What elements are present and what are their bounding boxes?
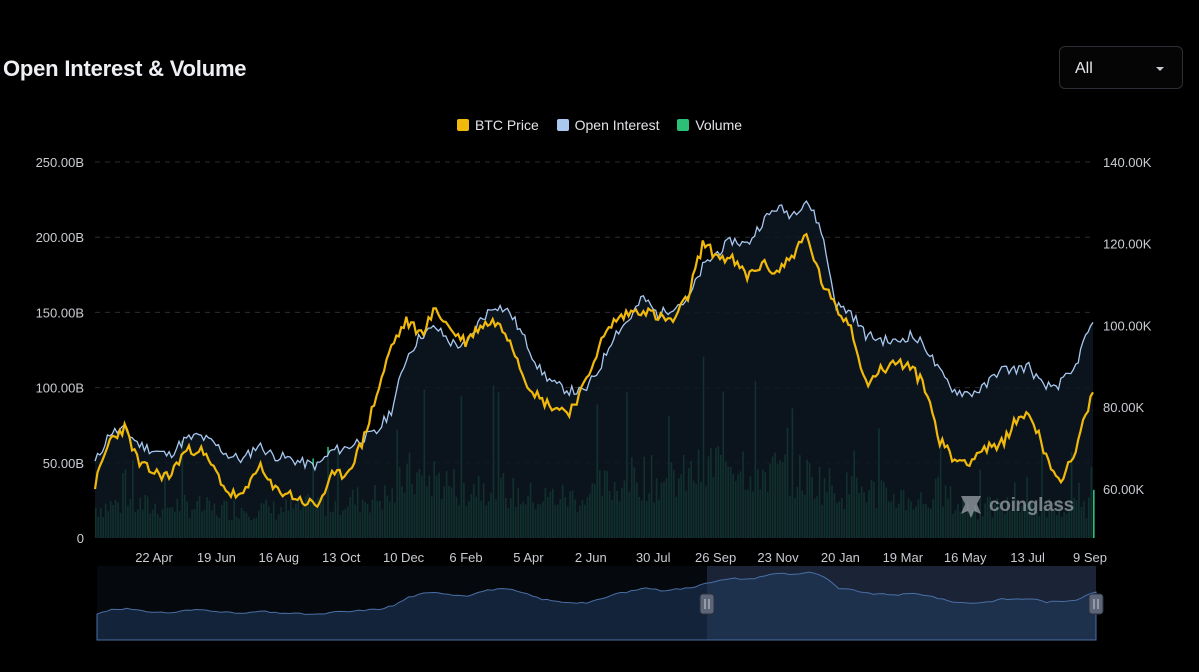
range-select-value: All bbox=[1075, 60, 1093, 77]
chevron-down-icon bbox=[1156, 67, 1164, 71]
x-tick: 16 Aug bbox=[259, 550, 300, 565]
volume-bar bbox=[1093, 489, 1095, 538]
x-tick: 10 Dec bbox=[383, 550, 425, 565]
legend-item-volume[interactable]: Volume bbox=[677, 117, 742, 133]
legend-label-volume: Volume bbox=[695, 117, 743, 133]
volume-swatch bbox=[677, 119, 690, 131]
legend-item-btc-price[interactable]: BTC Price bbox=[456, 117, 539, 133]
x-tick: 26 Sep bbox=[695, 550, 736, 565]
x-tick: 20 Jan bbox=[821, 550, 860, 565]
legend-label-btc-price: BTC Price bbox=[474, 117, 539, 133]
x-tick: 2 Jun bbox=[575, 550, 607, 565]
y-axis-right: 60.00K 80.00K 100.00K 120.00K 140.00K bbox=[1103, 155, 1152, 497]
y-tick-right: 60.00K bbox=[1103, 482, 1145, 497]
y-tick-left: 150.00B bbox=[36, 305, 84, 320]
x-tick: 13 Jul bbox=[1010, 550, 1045, 565]
watermark-text: coinglass bbox=[989, 495, 1074, 516]
range-navigator bbox=[96, 566, 1104, 641]
y-tick-left: 50.00B bbox=[43, 456, 84, 471]
btc-price-swatch bbox=[456, 119, 469, 131]
legend-item-open-interest[interactable]: Open Interest bbox=[556, 117, 660, 133]
x-tick: 13 Oct bbox=[322, 550, 361, 565]
x-tick: 30 Jul bbox=[636, 550, 671, 565]
y-tick-right: 100.00K bbox=[1103, 318, 1152, 333]
y-tick-right: 140.00K bbox=[1103, 155, 1152, 170]
navigator-handle-left[interactable] bbox=[699, 593, 715, 615]
x-tick: 6 Feb bbox=[449, 550, 482, 565]
chart-legend: BTC Price Open Interest Volume bbox=[0, 117, 1199, 134]
range-select[interactable]: All bbox=[1059, 46, 1183, 89]
x-axis: 22 Apr 19 Jun 16 Aug 13 Oct 10 Dec 6 Feb 5 Apr… bbox=[135, 550, 1107, 565]
y-tick-left: 100.00B bbox=[36, 381, 84, 396]
open-interest-swatch bbox=[556, 119, 569, 131]
x-tick: 19 Jun bbox=[197, 550, 236, 565]
y-tick-left: 250.00B bbox=[36, 155, 84, 170]
open-interest-line bbox=[94, 200, 1094, 472]
y-tick-left: 200.00B bbox=[36, 230, 84, 245]
x-tick: 5 Apr bbox=[513, 550, 544, 565]
page-title: Open Interest & Volume bbox=[3, 56, 247, 81]
open-interest-area bbox=[95, 201, 1093, 538]
navigator-handle-right[interactable] bbox=[1088, 593, 1104, 615]
y-tick-right: 80.00K bbox=[1103, 400, 1145, 415]
y-axis-left: 0 50.00B 100.00B 150.00B 200.00B 250.00B bbox=[36, 155, 84, 546]
coinglass-logo-icon bbox=[961, 496, 981, 518]
x-tick: 19 Mar bbox=[883, 550, 924, 565]
x-tick: 22 Apr bbox=[135, 550, 173, 565]
x-tick: 16 May bbox=[944, 550, 987, 565]
legend-label-open-interest: Open Interest bbox=[574, 117, 660, 133]
watermark: coinglass bbox=[958, 492, 1074, 520]
x-tick: 23 Nov bbox=[757, 550, 799, 565]
y-tick-left: 0 bbox=[77, 531, 84, 546]
y-tick-right: 120.00K bbox=[1103, 237, 1152, 252]
navigator-overview bbox=[96, 571, 1097, 641]
x-tick: 9 Sep bbox=[1073, 550, 1107, 565]
btc-price-line bbox=[93, 232, 1094, 509]
